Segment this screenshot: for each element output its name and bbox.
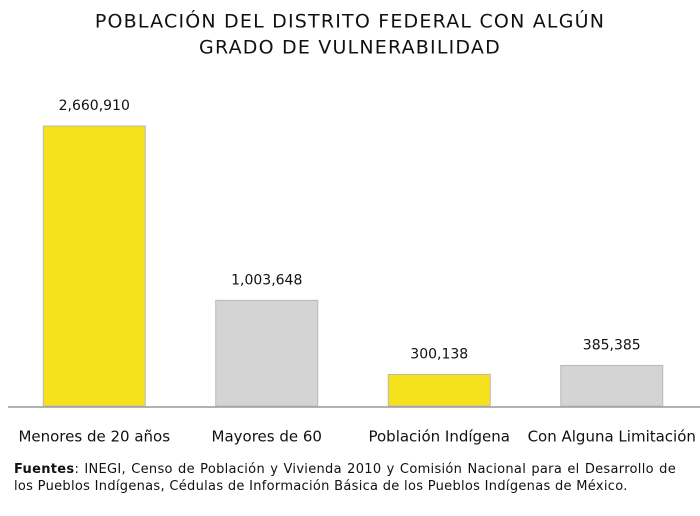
value-label: 385,385: [583, 337, 641, 353]
value-label: 300,138: [410, 346, 468, 362]
bar: [387, 373, 491, 407]
chart-title: GRADO DE VULNERABILIDAD: [199, 37, 501, 59]
chart: POBLACIÓN DEL DISTRITO FEDERAL CON ALGÚN…: [8, 9, 700, 446]
x-tick-label: Mayores de 60: [212, 428, 322, 446]
x-tick-label: Población Indígena: [368, 428, 510, 446]
bar: [42, 125, 146, 407]
x-tick-label: Con Alguna Limitación: [528, 428, 696, 446]
footnote-label: Fuentes: [14, 462, 75, 477]
footnote-text: : INEGI, Censo de Población y Vivienda 2…: [14, 462, 676, 494]
bar: [215, 299, 319, 407]
value-label: 2,660,910: [59, 98, 130, 114]
value-label: 1,003,648: [231, 272, 302, 288]
bar: [560, 364, 664, 407]
footnote: Fuentes: INEGI, Censo de Población y Viv…: [14, 461, 676, 495]
chart-title: POBLACIÓN DEL DISTRITO FEDERAL CON ALGÚN: [95, 9, 605, 33]
x-tick-label: Menores de 20 años: [18, 428, 170, 446]
